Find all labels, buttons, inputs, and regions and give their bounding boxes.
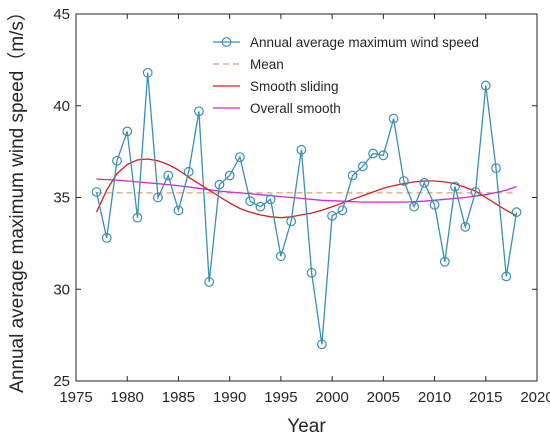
series-line-3 <box>96 178 517 203</box>
data-point-marker <box>388 113 399 124</box>
axis-ticks: 1975 1980 1985 1990 1995 2000 2005 2010 2015 2020… <box>53 6 550 406</box>
data-point-marker <box>112 155 122 166</box>
data-point-marker <box>470 187 481 197</box>
y-tick-label: 35 <box>53 190 70 207</box>
data-point-marker <box>429 199 440 210</box>
y-tick-label: 30 <box>53 281 70 298</box>
data-point-marker <box>286 216 297 227</box>
data-point-marker <box>91 187 102 197</box>
data-point-marker <box>101 232 112 243</box>
data-point-marker <box>501 271 512 282</box>
legend: Annual average maximum wind speed Mean Smo… <box>213 35 479 116</box>
data-point-marker <box>235 152 245 163</box>
data-point-marker <box>153 192 163 203</box>
data-point-marker <box>163 170 174 181</box>
data-point-marker <box>316 339 327 350</box>
data-point-marker <box>511 207 522 218</box>
data-point-marker <box>439 256 450 267</box>
data-point-marker <box>398 176 409 186</box>
data-point-marker <box>419 177 430 188</box>
x-tick-label: 1990 <box>213 389 246 406</box>
data-point-marker <box>275 251 286 262</box>
data-point-marker <box>357 161 368 172</box>
y-tick-label: 25 <box>53 373 70 390</box>
y-axis-label: Annual average maximum wind speed（m/s） <box>6 2 28 393</box>
data-point-marker <box>224 170 235 181</box>
y-tick-label: 45 <box>53 6 70 23</box>
data-point-marker <box>173 205 184 216</box>
data-point-marker <box>204 277 215 287</box>
data-point-marker <box>306 267 317 278</box>
x-tick-label: 1995 <box>264 389 297 406</box>
data-point-marker <box>347 170 358 181</box>
data-point-marker <box>378 150 389 161</box>
x-tick-label: 1975 <box>59 389 92 406</box>
data-point-marker <box>296 144 307 155</box>
x-tick-label: 1980 <box>111 389 144 406</box>
data-point-marker <box>183 166 194 177</box>
plot-marks <box>91 67 522 350</box>
data-point-marker <box>409 201 419 212</box>
data-point-marker <box>265 194 276 205</box>
x-tick-label: 2015 <box>469 389 502 406</box>
x-tick-label: 2005 <box>367 389 400 406</box>
legend-marker <box>221 37 232 47</box>
data-point-marker <box>122 126 133 137</box>
data-point-marker <box>194 106 204 117</box>
legend-label-1: Mean <box>250 57 284 72</box>
x-tick-label: 2000 <box>315 389 348 406</box>
data-point-marker <box>450 181 460 192</box>
data-point-marker <box>460 221 471 232</box>
data-point-marker <box>491 163 501 174</box>
x-tick-label: 1985 <box>162 389 195 406</box>
legend-label-0: Annual average maximum wind speed <box>250 35 479 50</box>
legend-label-3: Overall smooth <box>250 101 341 116</box>
x-tick-label: 2020 <box>520 389 550 406</box>
legend-label-2: Smooth sliding <box>250 79 339 94</box>
data-point-marker <box>214 179 225 190</box>
data-point-marker <box>368 148 378 159</box>
data-point-marker <box>337 205 348 216</box>
x-axis-label: Year <box>287 416 326 437</box>
y-tick-label: 40 <box>53 98 70 115</box>
data-point-marker <box>480 80 491 91</box>
x-tick-label: 2010 <box>418 389 451 406</box>
data-point-marker <box>245 196 256 207</box>
data-point-marker <box>327 210 338 221</box>
data-point-marker <box>255 201 266 212</box>
data-point-marker <box>132 212 143 223</box>
data-point-marker <box>142 67 153 78</box>
